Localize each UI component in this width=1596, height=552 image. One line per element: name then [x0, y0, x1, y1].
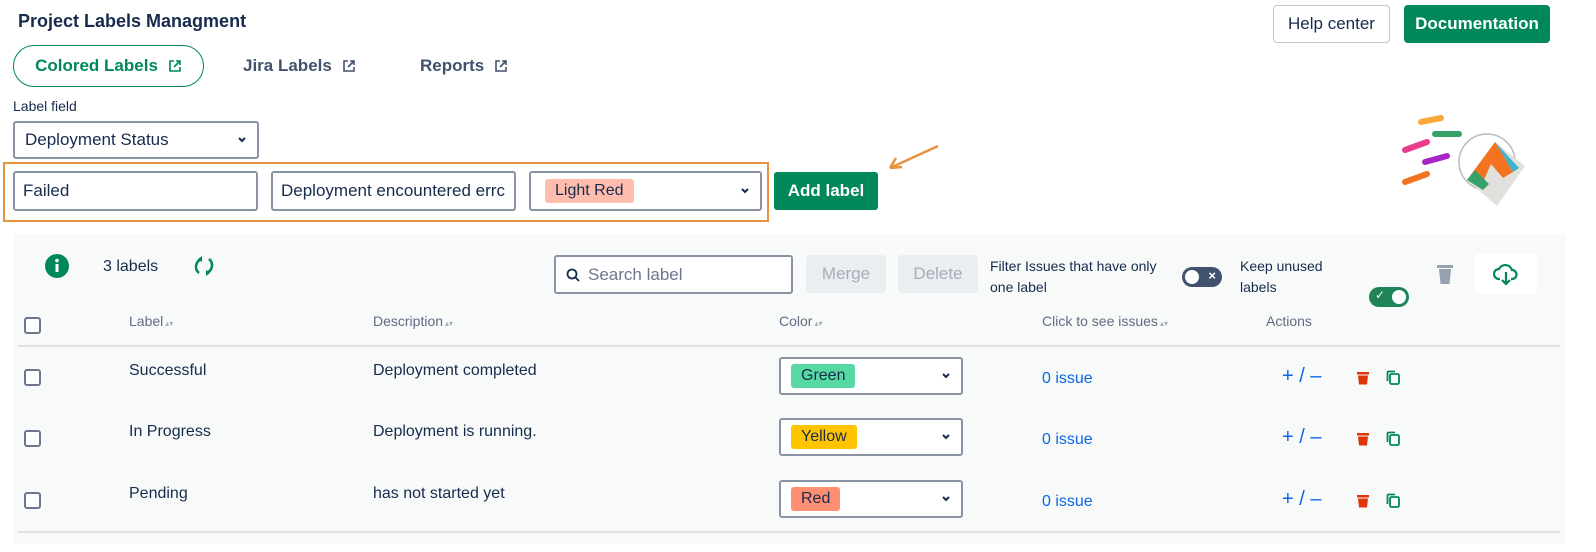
label-field-select[interactable]: Deployment Status	[13, 121, 259, 159]
refresh-icon[interactable]	[193, 254, 215, 278]
search-icon	[566, 268, 580, 282]
header-text: Click to see issues	[1042, 313, 1158, 329]
search-placeholder: Search label	[588, 264, 683, 284]
row-description: Deployment completed	[373, 362, 537, 379]
arrow-annotation-icon	[888, 144, 939, 170]
chevron-down-icon	[942, 496, 950, 502]
row-checkbox[interactable]	[24, 369, 41, 386]
delete-row-icon[interactable]	[1356, 432, 1370, 446]
header-text: Label	[129, 313, 164, 329]
tab-label: Jira Labels	[243, 56, 332, 75]
table-bottom-divider	[18, 531, 1560, 533]
sort-icon: ▴▾	[445, 319, 454, 328]
external-link-icon	[495, 60, 508, 72]
cloud-download-icon	[1493, 263, 1518, 286]
column-header-description[interactable]: Description ▴▾	[373, 313, 453, 329]
row-label: Pending	[129, 485, 188, 502]
row-color-select[interactable]: Yellow	[779, 418, 963, 456]
color-swatch: Green	[791, 364, 856, 388]
row-checkbox[interactable]	[24, 492, 41, 509]
paint-bucket-logo-icon	[1402, 115, 1525, 206]
export-button[interactable]	[1475, 254, 1537, 294]
delete-row-icon[interactable]	[1356, 494, 1370, 508]
chevron-down-icon	[942, 373, 950, 379]
add-remove-action[interactable]: + / –	[1282, 365, 1322, 387]
add-remove-action[interactable]: + / –	[1282, 488, 1322, 510]
column-header-label[interactable]: Label ▴▾	[129, 313, 173, 329]
sort-icon: ▴▾	[814, 319, 823, 328]
color-swatch: Yellow	[791, 425, 857, 449]
header-text: Description	[373, 313, 444, 329]
new-label-highlight	[3, 162, 769, 222]
row-label: In Progress	[129, 423, 211, 440]
filter-issues-toggle[interactable]: ×	[1182, 267, 1222, 287]
row-color-select[interactable]: Green	[779, 357, 963, 395]
label-count: 3 labels	[103, 258, 159, 275]
documentation-button[interactable]: Documentation	[1404, 5, 1550, 43]
label-name-input[interactable]: Failed	[13, 171, 258, 211]
external-link-icon	[169, 60, 181, 72]
delete-button[interactable]: Delete	[898, 255, 978, 293]
select-all-checkbox[interactable]	[24, 317, 41, 334]
trash-icon[interactable]	[1435, 263, 1455, 285]
copy-icon[interactable]	[1386, 431, 1400, 446]
row-color-select[interactable]: Red	[779, 480, 963, 518]
column-header-color[interactable]: Color ▴▾	[779, 313, 823, 329]
label-field-label: Label field	[13, 98, 77, 114]
color-swatch: Red	[791, 487, 841, 511]
info-icon[interactable]	[45, 254, 69, 278]
add-label-button[interactable]: Add label	[774, 172, 878, 210]
keep-unused-toggle[interactable]: ✓	[1369, 287, 1409, 307]
copy-icon[interactable]	[1386, 493, 1400, 508]
filter-issues-label: Filter Issues that have only one label	[990, 258, 1157, 295]
sort-icon: ▴▾	[1159, 319, 1168, 328]
row-description: has not started yet	[373, 485, 505, 502]
header-text: Color	[779, 313, 813, 329]
row-description: Deployment is running.	[373, 423, 537, 440]
label-color-select[interactable]: Light Red	[529, 171, 762, 211]
search-input[interactable]: Search label	[554, 255, 793, 294]
color-swatch: Light Red	[545, 179, 634, 203]
page-title: Project Labels Managment	[18, 11, 247, 31]
selected-value: Deployment Status	[25, 130, 169, 149]
chevron-down-icon	[942, 434, 950, 440]
tab-label: Colored Labels	[35, 56, 158, 75]
row-checkbox[interactable]	[24, 430, 41, 447]
merge-button[interactable]: Merge	[806, 255, 886, 293]
column-header-actions: Actions	[1266, 313, 1312, 329]
tab-jira-labels[interactable]: Jira Labels	[243, 45, 356, 87]
row-label: Successful	[129, 362, 207, 379]
tab-reports[interactable]: Reports	[420, 45, 508, 87]
header-divider	[18, 345, 1560, 347]
add-remove-action[interactable]: + / –	[1282, 426, 1322, 448]
delete-row-icon[interactable]	[1356, 371, 1370, 385]
chevron-down-icon	[741, 188, 749, 194]
sort-icon: ▴▾	[165, 319, 174, 328]
tab-colored-labels[interactable]: Colored Labels	[13, 45, 204, 87]
external-link-icon	[343, 60, 355, 72]
help-center-button[interactable]: Help center	[1273, 5, 1390, 43]
keep-unused-label: Keep unused labels	[1240, 258, 1323, 295]
column-header-issues[interactable]: Click to see issues ▴▾	[1042, 313, 1168, 329]
chevron-down-icon	[238, 137, 246, 143]
label-description-input[interactable]: Deployment encountered errc	[271, 171, 516, 211]
copy-icon[interactable]	[1386, 370, 1400, 385]
issues-link[interactable]: 0 issue	[1042, 493, 1093, 510]
issues-link[interactable]: 0 issue	[1042, 431, 1093, 448]
issues-link[interactable]: 0 issue	[1042, 370, 1093, 387]
tab-label: Reports	[420, 56, 485, 75]
